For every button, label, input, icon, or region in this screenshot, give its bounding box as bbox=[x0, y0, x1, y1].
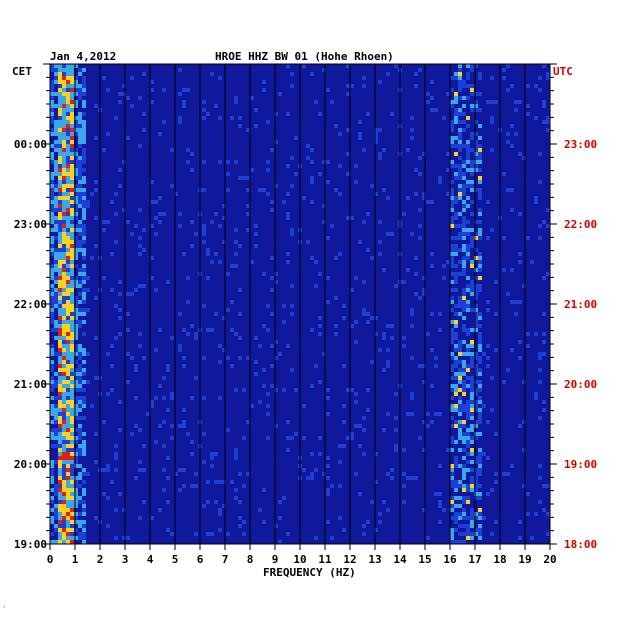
x-tick-label-12: 12 bbox=[343, 553, 356, 566]
x-axis-label: FREQUENCY (HZ) bbox=[263, 566, 356, 579]
left-tick-label-21:00: 21:00 bbox=[14, 378, 47, 391]
x-tick-label-15: 15 bbox=[418, 553, 431, 566]
left-axis-label: CET bbox=[12, 65, 32, 78]
left-tick-label-20:00: 20:00 bbox=[14, 458, 47, 471]
right-tick-label-22:00: 22:00 bbox=[564, 218, 597, 231]
x-tick-label-16: 16 bbox=[443, 553, 457, 566]
right-tick-label-21:00: 21:00 bbox=[564, 298, 597, 311]
x-tick-label-1: 1 bbox=[72, 553, 79, 566]
x-tick-label-10: 10 bbox=[293, 553, 306, 566]
x-tick-label-14: 14 bbox=[393, 553, 407, 566]
left-tick-label-23:00: 23:00 bbox=[14, 218, 47, 231]
x-tick-label-2: 2 bbox=[97, 553, 104, 566]
x-tick-label-7: 7 bbox=[222, 553, 229, 566]
x-tick-label-4: 4 bbox=[147, 553, 154, 566]
corner-mark: ᾽ bbox=[2, 606, 7, 614]
right-axis-label: UTC bbox=[553, 65, 573, 78]
left-tick-label-19:00: 19:00 bbox=[14, 538, 47, 551]
x-tick-label-13: 13 bbox=[368, 553, 381, 566]
x-tick-label-11: 11 bbox=[318, 553, 332, 566]
x-tick-label-18: 18 bbox=[493, 553, 506, 566]
x-tick-label-5: 5 bbox=[172, 553, 179, 566]
chart-date: Jan 4,2012 bbox=[50, 50, 116, 63]
x-tick-label-3: 3 bbox=[122, 553, 129, 566]
right-tick-label-23:00: 23:00 bbox=[564, 138, 597, 151]
x-tick-label-19: 19 bbox=[518, 553, 531, 566]
x-tick-label-20: 20 bbox=[543, 553, 556, 566]
left-tick-label-22:00: 22:00 bbox=[14, 298, 47, 311]
x-tick-label-8: 8 bbox=[247, 553, 254, 566]
chart-title: HROE HHZ BW 01 (Hohe Rhoen) bbox=[215, 50, 394, 63]
frequency-gridlines bbox=[74, 64, 526, 544]
x-tick-label-0: 0 bbox=[47, 553, 54, 566]
x-tick-label-17: 17 bbox=[468, 553, 481, 566]
x-tick-label-6: 6 bbox=[197, 553, 204, 566]
right-time-ticks: 23:00 22:00 21:00 20:00 19:00 18:00 bbox=[550, 63, 597, 551]
x-tick-label-9: 9 bbox=[272, 553, 279, 566]
frequency-ticks: 0 1 2 3 4 5 6 7 8 9 10 11 12 13 14 15 16 17 18 19 20 bbox=[47, 544, 557, 566]
right-tick-label-19:00: 19:00 bbox=[564, 458, 597, 471]
left-tick-label-00:00: 00:00 bbox=[14, 138, 47, 151]
left-time-ticks: 00:00 23:00 22:00 21:00 20:00 19:00 bbox=[14, 63, 50, 551]
right-tick-label-18:00: 18:00 bbox=[564, 538, 597, 551]
right-tick-label-20:00: 20:00 bbox=[564, 378, 597, 391]
